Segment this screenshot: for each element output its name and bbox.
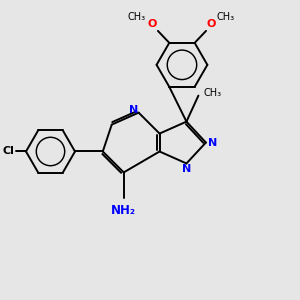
Text: CH₃: CH₃ [217,12,235,22]
Text: NH₂: NH₂ [111,204,136,217]
Text: N: N [182,164,192,174]
Text: O: O [147,20,156,29]
Text: Cl: Cl [2,146,14,157]
Text: CH₃: CH₃ [127,12,146,22]
Text: N: N [129,105,138,115]
Text: N: N [208,137,217,148]
Text: O: O [207,20,216,29]
Text: CH₃: CH₃ [204,88,222,98]
